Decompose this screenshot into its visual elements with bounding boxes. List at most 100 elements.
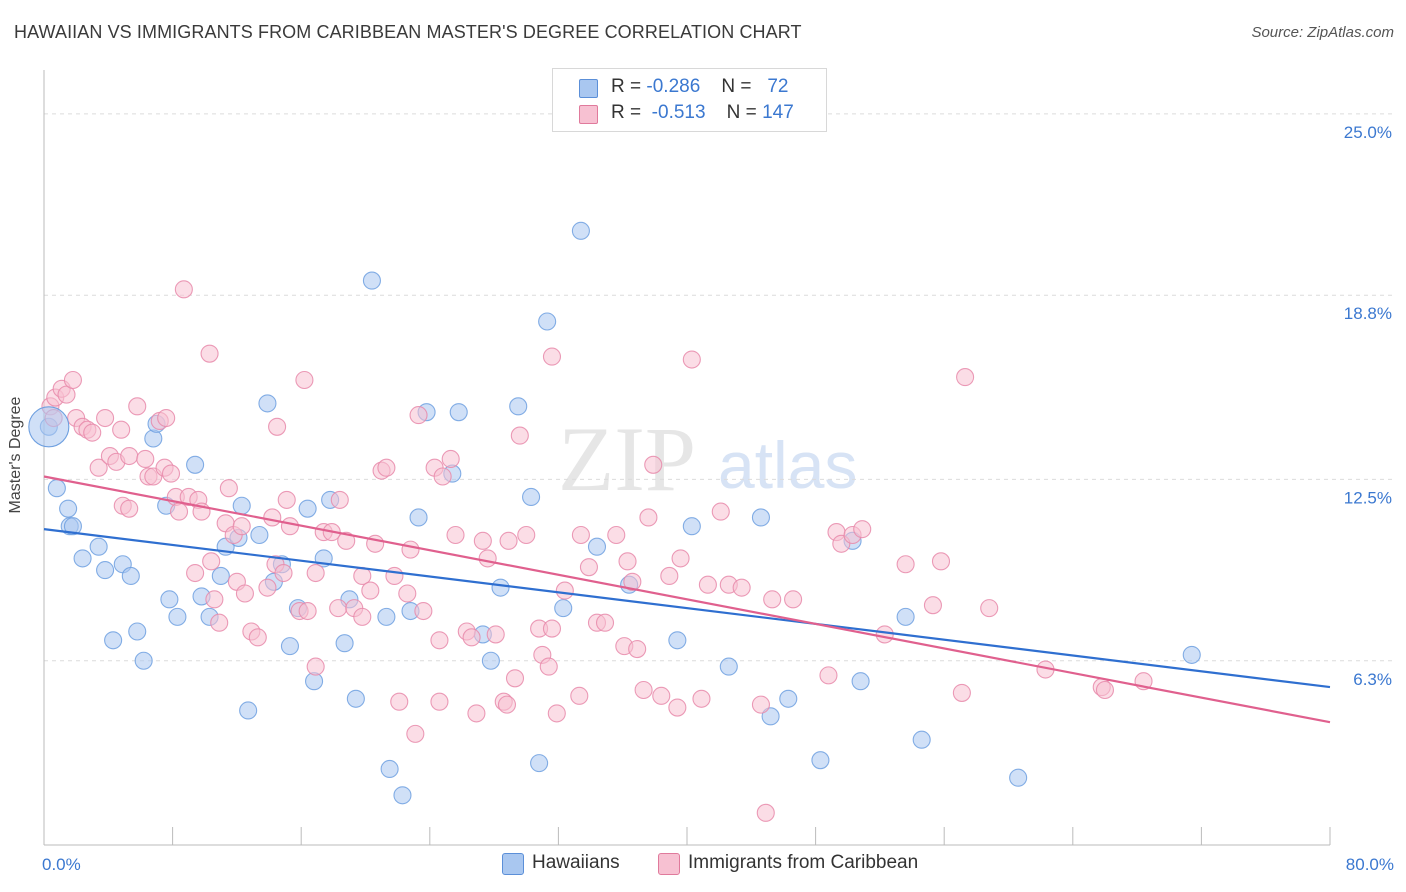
data-point[interactable] bbox=[751, 508, 770, 527]
data-point[interactable] bbox=[134, 651, 153, 670]
data-point[interactable] bbox=[571, 221, 590, 240]
data-point[interactable] bbox=[263, 508, 282, 527]
data-point[interactable] bbox=[136, 449, 155, 469]
data-point[interactable] bbox=[682, 350, 701, 369]
data-point[interactable] bbox=[89, 537, 108, 556]
data-point[interactable] bbox=[390, 692, 409, 711]
data-point[interactable] bbox=[547, 704, 566, 723]
data-point[interactable] bbox=[542, 347, 562, 366]
data-point[interactable] bbox=[539, 657, 558, 676]
data-point[interactable] bbox=[923, 596, 942, 615]
data-point[interactable] bbox=[819, 666, 838, 685]
data-point[interactable] bbox=[481, 651, 500, 670]
data-point[interactable] bbox=[393, 786, 412, 805]
data-point[interactable] bbox=[361, 581, 380, 600]
data-point[interactable] bbox=[210, 613, 229, 632]
data-point[interactable] bbox=[756, 803, 775, 822]
data-point[interactable] bbox=[83, 423, 102, 442]
data-point[interactable] bbox=[335, 634, 354, 653]
data-point[interactable] bbox=[811, 751, 830, 770]
data-point[interactable] bbox=[104, 631, 123, 650]
data-point[interactable] bbox=[330, 490, 349, 509]
data-point[interactable] bbox=[47, 479, 66, 498]
data-point[interactable] bbox=[398, 584, 417, 603]
data-point[interactable] bbox=[353, 607, 372, 626]
data-point[interactable] bbox=[668, 631, 687, 650]
data-point[interactable] bbox=[931, 552, 951, 571]
data-point[interactable] bbox=[235, 584, 254, 603]
data-point[interactable] bbox=[121, 566, 140, 585]
data-point[interactable] bbox=[248, 628, 267, 647]
data-point[interactable] bbox=[128, 397, 147, 416]
data-point[interactable] bbox=[89, 458, 108, 477]
data-point[interactable] bbox=[377, 607, 396, 626]
data-point[interactable] bbox=[1182, 645, 1201, 664]
data-point[interactable] bbox=[202, 552, 221, 571]
data-point[interactable] bbox=[732, 578, 751, 597]
data-point[interactable] bbox=[120, 499, 139, 518]
data-point[interactable] bbox=[644, 455, 663, 474]
data-point[interactable] bbox=[467, 704, 486, 723]
data-point[interactable] bbox=[169, 502, 189, 521]
data-point[interactable] bbox=[63, 517, 82, 536]
data-point[interactable] bbox=[211, 566, 230, 585]
data-point[interactable] bbox=[491, 578, 510, 597]
data-point[interactable] bbox=[96, 408, 115, 428]
data-point[interactable] bbox=[239, 701, 258, 720]
data-point[interactable] bbox=[473, 531, 492, 550]
data-point[interactable] bbox=[96, 561, 115, 580]
data-point[interactable] bbox=[570, 686, 589, 705]
data-point[interactable] bbox=[1009, 768, 1028, 787]
data-point[interactable] bbox=[763, 590, 782, 609]
data-point[interactable] bbox=[555, 581, 574, 600]
data-point[interactable] bbox=[73, 549, 92, 568]
data-point[interactable] bbox=[406, 724, 425, 743]
data-point[interactable] bbox=[623, 572, 642, 591]
data-point[interactable] bbox=[1095, 680, 1114, 700]
data-point[interactable] bbox=[510, 426, 529, 445]
data-point[interactable] bbox=[628, 640, 647, 659]
data-point[interactable] bbox=[875, 625, 894, 644]
data-point[interactable] bbox=[956, 368, 975, 387]
data-point[interactable] bbox=[441, 449, 460, 469]
data-point[interactable] bbox=[698, 575, 717, 594]
data-point[interactable] bbox=[409, 508, 428, 527]
data-point[interactable] bbox=[499, 531, 518, 550]
data-point[interactable] bbox=[853, 520, 872, 539]
data-point[interactable] bbox=[205, 590, 224, 609]
data-point[interactable] bbox=[268, 417, 287, 436]
data-point[interactable] bbox=[274, 563, 293, 583]
data-point[interactable] bbox=[671, 549, 690, 568]
data-point[interactable] bbox=[571, 525, 590, 545]
data-point[interactable] bbox=[851, 672, 870, 691]
data-point[interactable] bbox=[595, 613, 615, 632]
data-point[interactable] bbox=[295, 370, 314, 390]
data-point[interactable] bbox=[120, 446, 139, 466]
data-point[interactable] bbox=[446, 525, 465, 545]
data-point[interactable] bbox=[579, 558, 598, 577]
data-point-large[interactable] bbox=[28, 406, 70, 448]
data-point[interactable] bbox=[414, 601, 433, 621]
data-point[interactable] bbox=[409, 406, 428, 425]
data-point[interactable] bbox=[751, 695, 770, 714]
data-point[interactable] bbox=[63, 370, 82, 390]
data-point[interactable] bbox=[912, 730, 931, 749]
data-point[interactable] bbox=[462, 628, 481, 647]
data-point[interactable] bbox=[219, 479, 238, 498]
data-point[interactable] bbox=[497, 695, 517, 714]
data-point[interactable] bbox=[112, 420, 131, 439]
data-point[interactable] bbox=[298, 499, 317, 518]
data-point[interactable] bbox=[144, 429, 163, 448]
data-point[interactable] bbox=[660, 566, 679, 585]
data-point[interactable] bbox=[200, 344, 219, 363]
data-point[interactable] bbox=[377, 458, 396, 477]
data-point[interactable] bbox=[329, 599, 348, 618]
data-point[interactable] bbox=[168, 607, 187, 626]
data-point[interactable] bbox=[337, 531, 356, 550]
data-point[interactable] bbox=[530, 754, 549, 773]
data-point[interactable] bbox=[346, 689, 365, 708]
data-point[interactable] bbox=[449, 403, 468, 422]
data-point[interactable] bbox=[522, 487, 541, 507]
data-point[interactable] bbox=[401, 540, 420, 559]
data-point[interactable] bbox=[250, 525, 269, 545]
